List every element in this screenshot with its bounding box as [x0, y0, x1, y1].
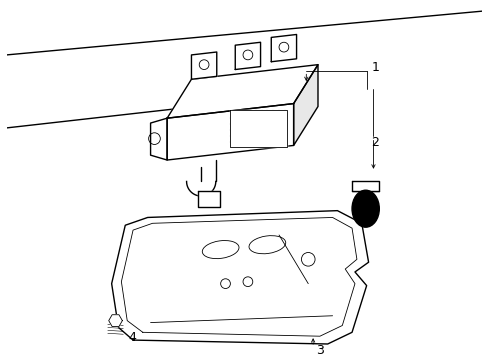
Polygon shape	[198, 191, 219, 207]
Polygon shape	[111, 211, 368, 344]
Polygon shape	[293, 65, 317, 145]
Polygon shape	[271, 35, 296, 62]
Text: 3: 3	[315, 344, 323, 357]
Ellipse shape	[351, 190, 379, 227]
Polygon shape	[230, 111, 286, 147]
Polygon shape	[150, 118, 167, 160]
Text: 2: 2	[371, 136, 379, 149]
Polygon shape	[108, 315, 122, 327]
Text: 4: 4	[128, 331, 136, 344]
Polygon shape	[191, 52, 216, 79]
Polygon shape	[167, 65, 317, 118]
Text: 1: 1	[371, 61, 379, 74]
Polygon shape	[235, 42, 260, 69]
Polygon shape	[167, 104, 293, 160]
Polygon shape	[351, 181, 379, 191]
